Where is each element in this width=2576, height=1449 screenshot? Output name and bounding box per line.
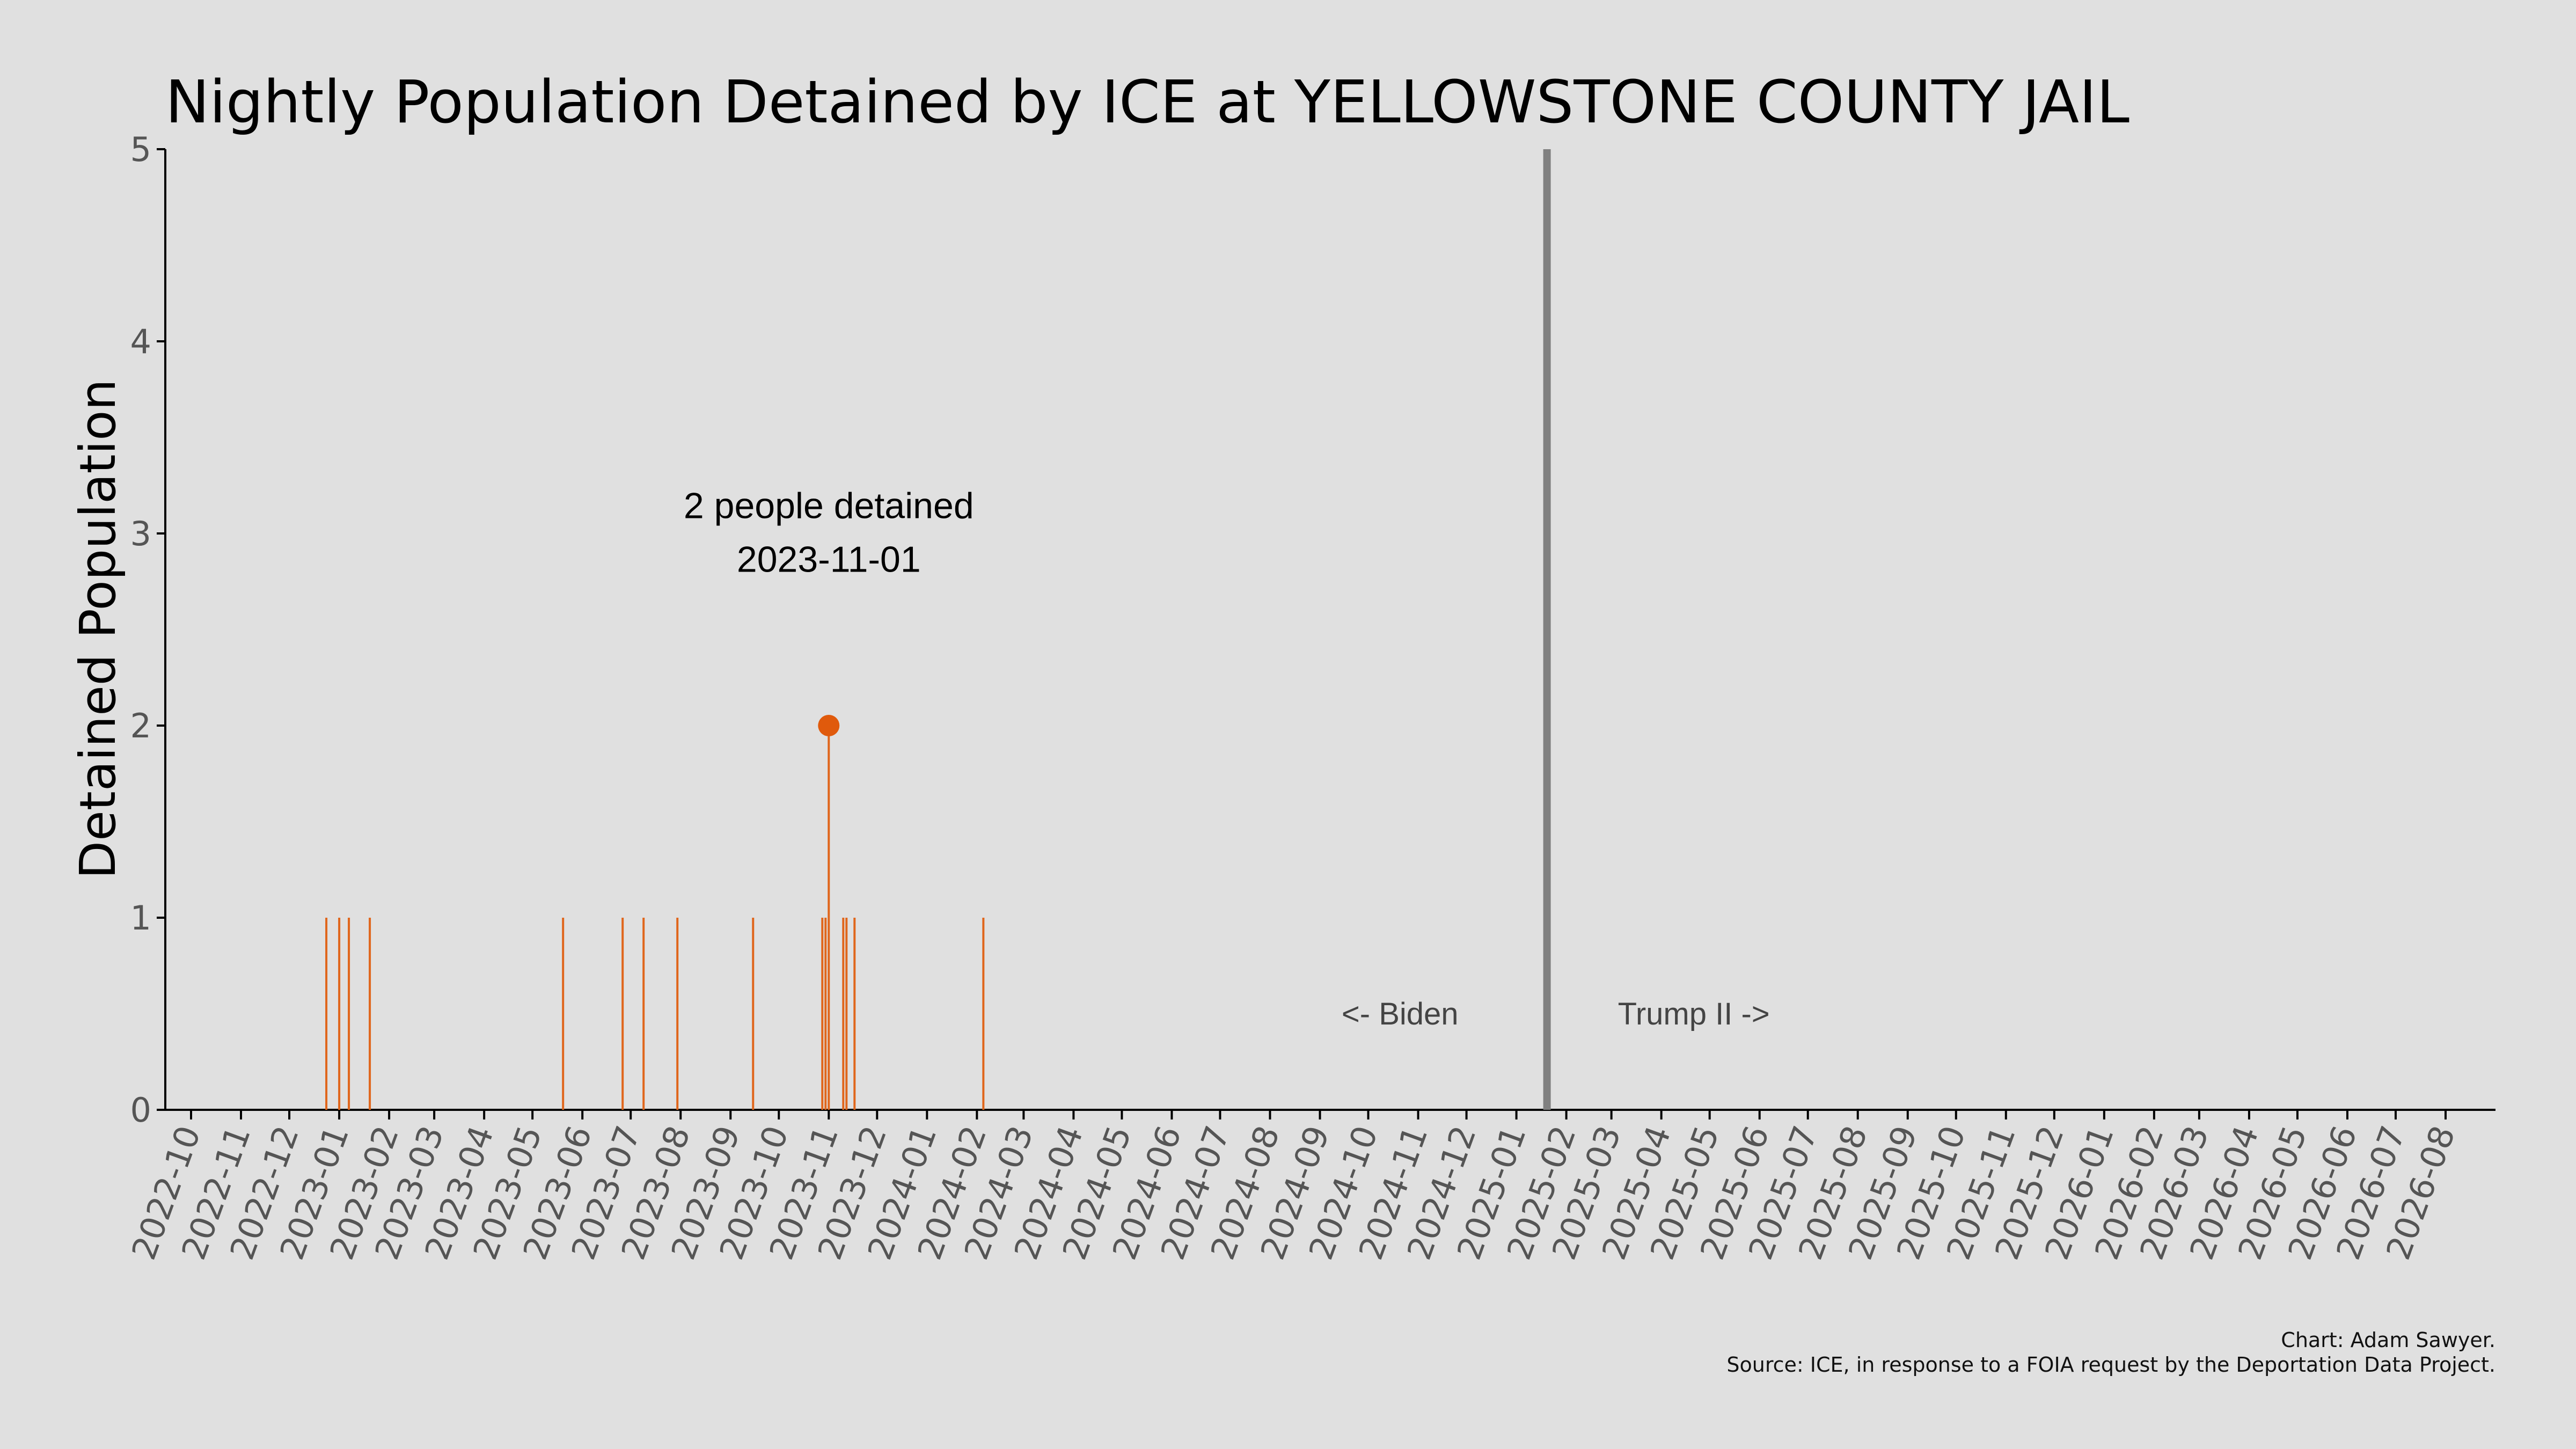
- peak-annotation-count: 2 people detained: [684, 485, 974, 526]
- credit-author: Chart: Adam Sawyer.: [2281, 1328, 2496, 1352]
- peak-annotation-date: 2023-11-01: [737, 539, 921, 580]
- y-tick-label: 5: [130, 130, 151, 169]
- y-tick-label: 2: [130, 706, 151, 745]
- biden-era-label: <- Biden: [1342, 997, 1459, 1031]
- y-tick-label: 3: [130, 514, 151, 553]
- y-tick-label: 1: [130, 898, 151, 938]
- trump-era-label: Trump II ->: [1618, 997, 1770, 1031]
- credit-source: Source: ICE, in response to a FOIA reque…: [1726, 1353, 2496, 1377]
- y-tick-label: 4: [130, 322, 151, 361]
- peak-marker: [818, 715, 840, 736]
- y-axis-label: Detained Population: [69, 379, 127, 879]
- chart-title: Nightly Population Detained by ICE at YE…: [165, 68, 2129, 136]
- y-tick-label: 0: [130, 1091, 151, 1130]
- plot-area: 0123452022-102022-112022-122023-012023-0…: [124, 130, 2496, 1265]
